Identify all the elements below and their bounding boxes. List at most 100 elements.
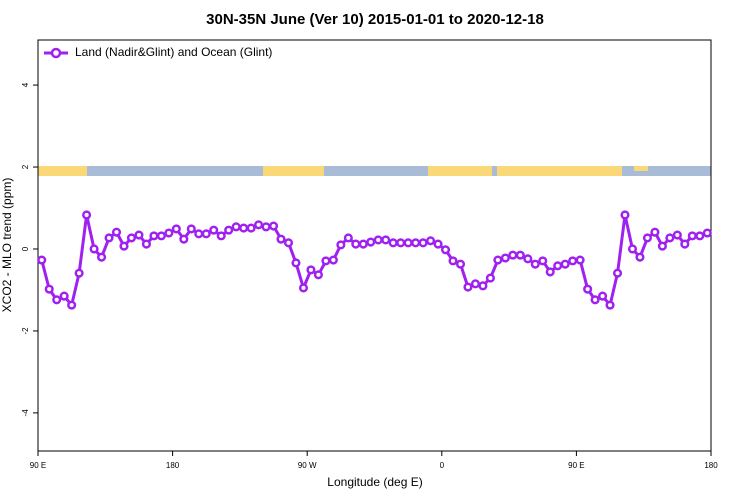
- data-point: [538, 256, 548, 266]
- land-band: [428, 166, 492, 176]
- data-point: [336, 240, 346, 250]
- data-point: [254, 220, 264, 230]
- x-tick-label: 180: [704, 461, 718, 470]
- data-point: [149, 231, 159, 241]
- y-tick-label: 0: [21, 246, 30, 251]
- data-point: [687, 231, 697, 241]
- x-axis-label: Longitude (deg E): [327, 475, 422, 489]
- data-point: [261, 222, 271, 232]
- ocean-band: [38, 166, 711, 176]
- data-point: [59, 291, 69, 301]
- x-tick-label: 90 E: [30, 461, 46, 470]
- data-point: [455, 259, 466, 269]
- data-point: [583, 284, 593, 294]
- data-point: [52, 295, 62, 305]
- data-point: [126, 233, 137, 243]
- x-tick-label: 0: [440, 461, 445, 470]
- data-point: [598, 291, 608, 301]
- data-point: [269, 221, 279, 231]
- data-point: [418, 238, 428, 248]
- land-ocean-band: [38, 166, 711, 176]
- x-tick-label: 90 E: [568, 461, 584, 470]
- data-point: [508, 250, 518, 260]
- data-point: [366, 237, 376, 247]
- data-point: [448, 256, 458, 266]
- data-point: [702, 228, 712, 238]
- data-point: [433, 239, 443, 249]
- data-point: [440, 245, 451, 255]
- data-point: [500, 253, 510, 263]
- data-point: [553, 261, 563, 271]
- data-point: [381, 235, 391, 245]
- data-point: [224, 225, 234, 235]
- data-point: [171, 224, 181, 234]
- data-point: [388, 238, 398, 248]
- plot-frame: [37, 39, 712, 452]
- data-point: [141, 239, 151, 249]
- land-band: [263, 166, 324, 176]
- data-point: [657, 241, 667, 251]
- data-point: [44, 284, 54, 294]
- data-point: [89, 244, 99, 254]
- data-point: [515, 250, 525, 260]
- data-point: [97, 252, 107, 262]
- data-point: [545, 267, 555, 277]
- data-point: [373, 235, 383, 245]
- data-point: [620, 210, 630, 220]
- data-point: [246, 223, 256, 233]
- data-point: [82, 210, 92, 220]
- data-point: [612, 268, 623, 278]
- data-point: [411, 238, 421, 248]
- data-point: [403, 238, 413, 248]
- data-point: [695, 231, 705, 241]
- data-point: [568, 256, 578, 266]
- data-point: [493, 255, 503, 265]
- data-point: [209, 225, 219, 235]
- data-point: [239, 223, 249, 233]
- data-point: [672, 230, 682, 240]
- series-line: [40, 214, 708, 309]
- y-tick-label: -2: [21, 327, 30, 335]
- data-point: [156, 231, 166, 241]
- data-point: [605, 300, 615, 310]
- data-point: [306, 265, 316, 275]
- y-tick-label: -4: [21, 409, 30, 417]
- y-axis-label: XCO2 - MLO trend (ppm): [0, 178, 14, 313]
- data-point: [186, 224, 196, 234]
- data-point: [321, 256, 331, 266]
- land-band: [497, 166, 622, 176]
- data-point: [485, 273, 495, 283]
- data-point: [590, 295, 600, 305]
- data-point: [119, 241, 129, 251]
- data-point: [680, 239, 690, 249]
- x-tick-label: 90 W: [298, 461, 317, 470]
- data-point: [642, 233, 652, 243]
- data-point: [635, 252, 645, 262]
- data-point: [426, 236, 436, 246]
- data-point: [201, 229, 211, 239]
- data-point: [37, 255, 47, 265]
- data-point: [328, 255, 338, 265]
- chart-title: 30N-35N June (Ver 10) 2015-01-01 to 2020…: [206, 11, 544, 28]
- data-point: [104, 233, 114, 243]
- land-band: [38, 166, 87, 176]
- data-point: [67, 300, 77, 310]
- data-point: [179, 234, 189, 244]
- data-point: [194, 229, 204, 239]
- y-tick-label: 2: [21, 164, 30, 169]
- data-point: [313, 270, 323, 280]
- data-point: [216, 231, 226, 241]
- data-point: [665, 233, 675, 243]
- data-point: [560, 259, 570, 269]
- x-tick-label: 180: [166, 461, 180, 470]
- y-tick-label: 4: [21, 82, 30, 87]
- data-point: [283, 238, 294, 248]
- data-point: [351, 239, 361, 249]
- data-point: [358, 239, 368, 249]
- data-point: [523, 254, 533, 264]
- land-band: [634, 166, 648, 171]
- data-point: [231, 222, 241, 232]
- data-point: [276, 234, 286, 244]
- data-point: [343, 233, 353, 243]
